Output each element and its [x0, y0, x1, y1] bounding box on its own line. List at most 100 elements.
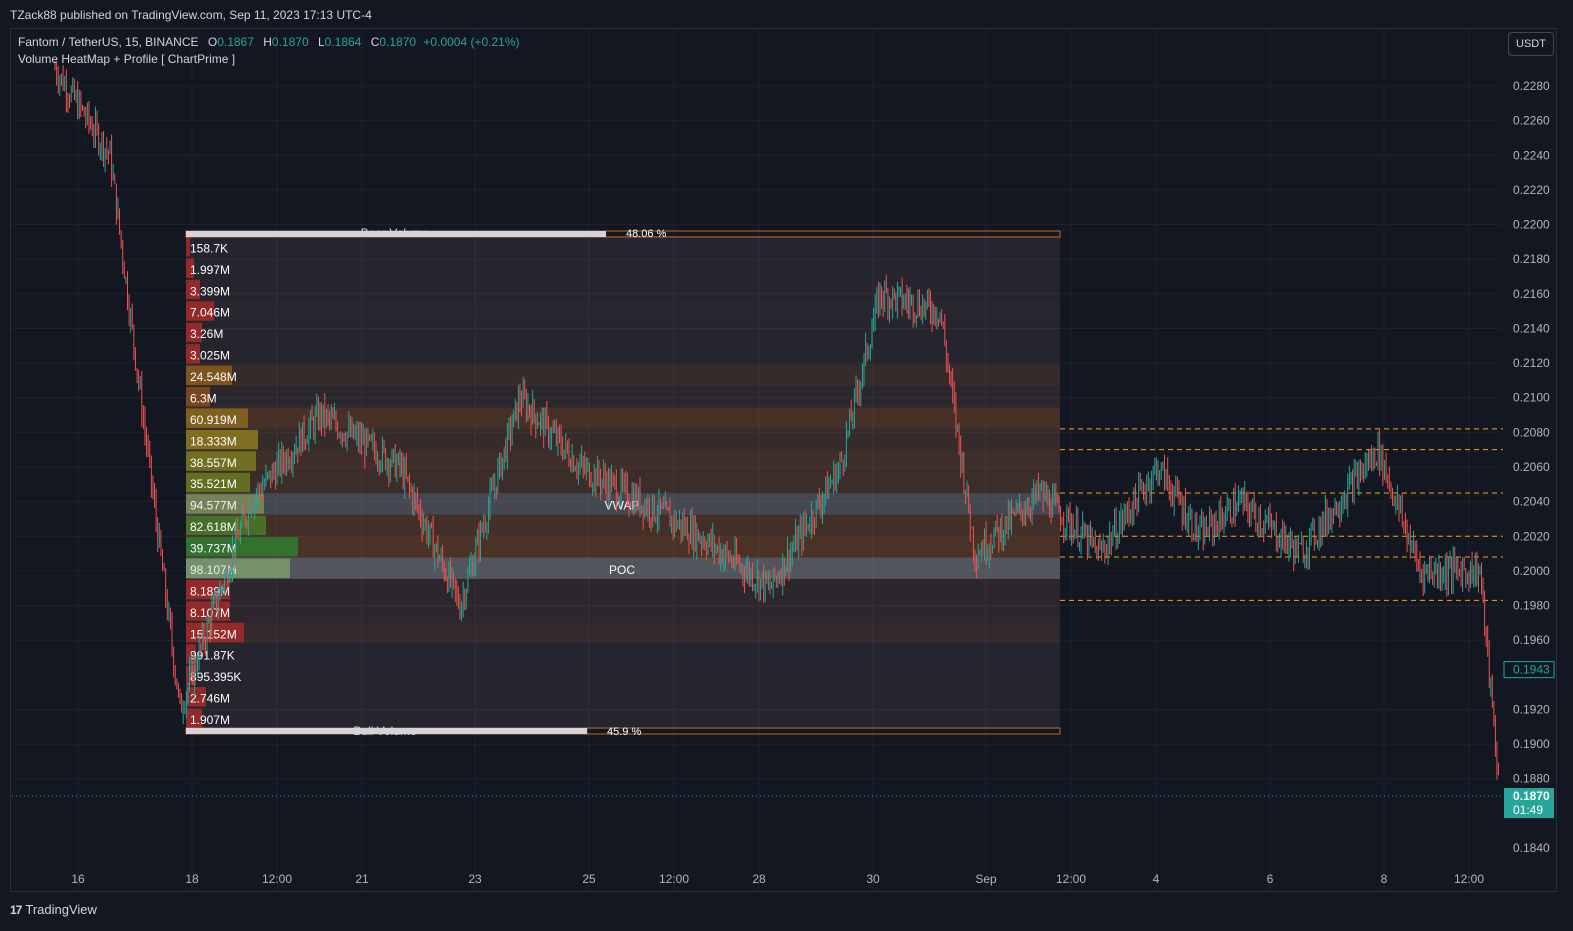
- x-tick-label: 25: [582, 872, 596, 886]
- poc-label: POC: [609, 563, 635, 577]
- profile-bar: [186, 365, 232, 386]
- profile-bin-label: 3.025M: [190, 349, 230, 363]
- y-tick-label: 0.2080: [1513, 425, 1550, 439]
- heat-band: [186, 236, 1060, 257]
- brand-name: TradingView: [25, 902, 97, 917]
- profile-bin-label: 24.548M: [190, 370, 237, 384]
- profile-bin-label: 35.521M: [190, 477, 237, 491]
- profile-bin-label: 991.87K: [190, 649, 235, 663]
- profile-bin-label: 82.618M: [190, 520, 237, 534]
- x-tick-label: 16: [71, 872, 85, 886]
- y-tick-label: 0.2140: [1513, 321, 1550, 335]
- profile-bar: [186, 451, 256, 471]
- volume-profile: 158.7K 1.997M 3.399M 7.046M 3.26M 3.025M 24.54…: [185, 226, 1061, 738]
- profile-bar: [186, 579, 230, 600]
- heat-band: [186, 686, 1060, 707]
- x-tick-label: 6: [1267, 872, 1274, 886]
- heat-band: [186, 364, 1060, 387]
- x-tick-label: 12:00: [262, 872, 292, 886]
- profile-bin-label: 18.333M: [190, 434, 237, 448]
- y-tick-label: 0.1900: [1513, 737, 1550, 751]
- high-label: H: [263, 35, 272, 49]
- y-tick-label: 0.2060: [1513, 460, 1550, 474]
- low-value: 0.1864: [324, 35, 362, 49]
- x-tick-label: 12:00: [1454, 872, 1484, 886]
- profile-bar: [186, 258, 194, 278]
- y-tick-label: 0.2020: [1513, 529, 1550, 543]
- heat-band: [186, 300, 1060, 322]
- high-value: 0.1870: [271, 35, 309, 49]
- heat-band: [186, 257, 1060, 278]
- profile-bar: [186, 515, 266, 536]
- x-tick-label: 8: [1381, 872, 1388, 886]
- profile-bar: [186, 622, 244, 643]
- profile-bin-label: 94.577M: [190, 499, 237, 513]
- last-price-box: [1504, 788, 1554, 819]
- profile-bin-label: 38.557M: [190, 456, 237, 470]
- bear-pct-label: 48.06 %: [626, 228, 667, 240]
- y-tick-label: 0.2260: [1513, 114, 1550, 128]
- x-tick-label: Sep: [975, 872, 997, 886]
- profile-bin-label: 8.189M: [190, 584, 230, 598]
- indicator-legend[interactable]: Volume HeatMap + Profile [ ChartPrime ]: [18, 52, 236, 66]
- heat-band: [186, 322, 1060, 343]
- currency-button[interactable]: USDT: [1508, 32, 1554, 56]
- open-label: O: [207, 35, 218, 49]
- y-tick-label: 0.2000: [1513, 564, 1550, 578]
- profile-bin-label: 1.907M: [190, 713, 230, 727]
- x-axis: 16 18 12:00 21 23 25 12:00 28 30 Sep 12:00 4 6 8 12:00: [71, 872, 1484, 886]
- profile-bar: [186, 494, 264, 514]
- x-tick-label: 4: [1153, 872, 1160, 886]
- y-tick-label: 0.2280: [1513, 79, 1550, 93]
- profile-bar: [186, 344, 200, 364]
- heat-band: [186, 665, 1060, 686]
- tradingview-logo-icon: 17: [10, 903, 22, 917]
- heat-band: [186, 578, 1060, 601]
- heat-band: [186, 643, 1060, 664]
- profile-bin-label: 3.399M: [190, 284, 230, 298]
- bull-bar-fill: [186, 728, 588, 734]
- profile-bar: [186, 279, 200, 300]
- open-value: 0.1867: [217, 35, 254, 49]
- chart-frame: [10, 28, 1557, 892]
- low-label: L: [317, 35, 325, 49]
- heat-band: [186, 600, 1060, 622]
- publish-info: TZack88 published on TradingView.com, Se…: [10, 8, 372, 22]
- x-tick-label: 18: [185, 872, 199, 886]
- close-value: 0.1870: [379, 35, 417, 49]
- grid-lines: [12, 30, 1500, 890]
- x-tick-label: 28: [752, 872, 766, 886]
- y-tick-label: 0.2160: [1513, 287, 1550, 301]
- candles: [54, 60, 1499, 780]
- heat-band: [186, 386, 1060, 408]
- profile-bin-label: 158.7K: [190, 241, 228, 255]
- profile-bin-label: 3.26M: [190, 327, 223, 341]
- profile-bin-label: 7.046M: [190, 306, 230, 320]
- y-tick-label: 0.2200: [1513, 218, 1550, 232]
- countdown-label: 01:49: [1513, 803, 1543, 817]
- x-tick-label: 12:00: [1056, 872, 1086, 886]
- publish-bar: TZack88 published on TradingView.com, Se…: [0, 0, 1573, 28]
- y-tick-label: 0.2240: [1513, 148, 1550, 162]
- y-tick-label: 0.2220: [1513, 183, 1550, 197]
- heat-band: [186, 514, 1060, 537]
- profile-bar: [186, 537, 298, 557]
- heat-band: [186, 428, 1060, 451]
- close-label: C: [370, 35, 380, 49]
- heat-band: [186, 407, 1060, 429]
- symbol-legend[interactable]: Fantom / TetherUS, 15, BINANCE O0.1867 H…: [18, 35, 520, 49]
- y-tick-label: 0.1880: [1513, 772, 1550, 786]
- y-tick-label: 0.2040: [1513, 495, 1550, 509]
- y-axis: 0.2280 0.2260 0.2240 0.2220 0.2200 0.2180 0.21…: [1513, 79, 1550, 855]
- profile-bar: [186, 558, 290, 578]
- profile-bar: [186, 301, 214, 321]
- y-tick-label: 0.1840: [1513, 841, 1550, 855]
- profile-bar: [186, 408, 248, 428]
- vwap-label: VWAP: [605, 499, 640, 513]
- profile-bar: [186, 472, 250, 493]
- profile-bar: [186, 687, 206, 707]
- y-tick-label: 0.2100: [1513, 391, 1550, 405]
- footer-brand[interactable]: 17 TradingView: [10, 902, 97, 917]
